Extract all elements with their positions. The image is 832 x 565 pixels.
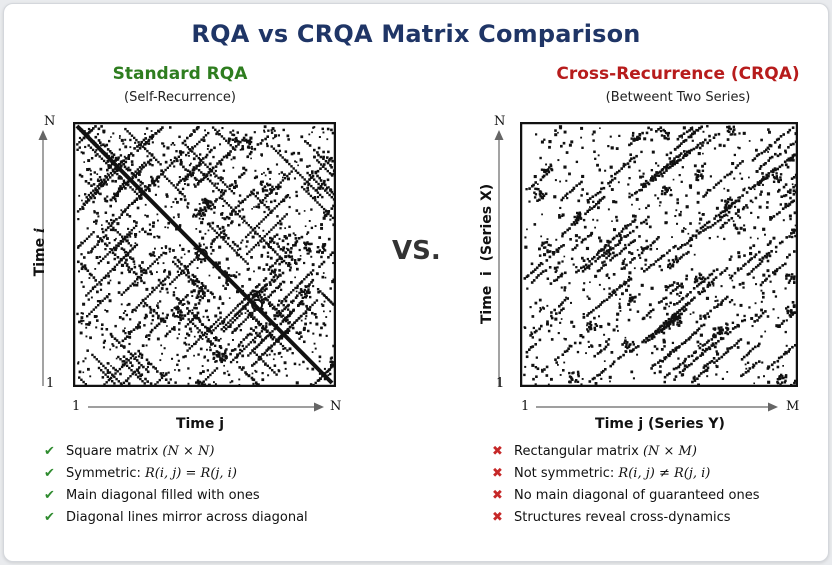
crqa-feature-item: ✖ Structures reveal cross-dynamics bbox=[492, 507, 760, 529]
standard-y-axis-var: i bbox=[32, 227, 48, 234]
check-icon: ✔ bbox=[44, 466, 55, 481]
crqa-feature-list: ✖ Rectangular matrix (N × M) ✖ Not symmetr… bbox=[492, 441, 760, 529]
x-icon: ✖ bbox=[492, 488, 503, 503]
standard-x-axis-arrow bbox=[88, 402, 324, 412]
standard-rqa-subtitle: (Self-Recurrence) bbox=[124, 90, 236, 105]
crqa-y-axis-arrow bbox=[494, 130, 504, 386]
check-icon: ✔ bbox=[44, 488, 55, 503]
standard-y-bottom-label: 1 bbox=[46, 376, 55, 391]
standard-feature-item: ✔ Symmetric: R(i, j) = R(j, i) bbox=[44, 463, 308, 485]
check-icon: ✔ bbox=[44, 444, 55, 459]
crqa-title: Cross-Recurrence (CRQA) bbox=[556, 64, 800, 84]
x-circle-icon: ✖ bbox=[492, 444, 503, 459]
crqa-feature-item: ✖ Rectangular matrix (N × M) bbox=[492, 441, 760, 463]
standard-feature-item: ✔ Diagonal lines mirror across diagonal bbox=[44, 507, 308, 529]
crqa-y-bottom-label: 1 bbox=[496, 376, 505, 391]
figure-title: RQA vs CRQA Matrix Comparison bbox=[191, 20, 641, 48]
x-circle-icon: ✖ bbox=[492, 466, 503, 481]
standard-rqa-title: Standard RQA bbox=[112, 64, 248, 84]
vs-label: VS. bbox=[392, 236, 441, 266]
standard-y-axis-name: Time i bbox=[32, 202, 48, 302]
crqa-x-axis-name: Time j (Series Y) bbox=[595, 416, 725, 432]
standard-y-axis-prefix: Time bbox=[32, 233, 48, 277]
standard-rqa-matrix bbox=[73, 122, 336, 387]
standard-y-top-label: N bbox=[44, 114, 56, 129]
crqa-feature-item: ✖ No main diagonal of guaranteed ones bbox=[492, 485, 760, 507]
x-icon: ✖ bbox=[492, 510, 503, 525]
crqa-matrix bbox=[520, 122, 798, 387]
standard-x-right-label: N bbox=[330, 399, 342, 414]
check-icon: ✔ bbox=[44, 510, 55, 525]
standard-feature-list: ✔ Square matrix (N × N) ✔ Symmetric: R(i, … bbox=[44, 441, 308, 529]
standard-feature-item: ✔ Main diagonal filled with ones bbox=[44, 485, 308, 507]
standard-x-axis-name: Time j bbox=[175, 416, 225, 432]
crqa-x-left-label: 1 bbox=[521, 399, 530, 414]
crqa-subtitle: (Betweent Two Series) bbox=[605, 90, 751, 105]
crqa-feature-item: ✖ Not symmetric: R(i, j) ≠ R(j, i) bbox=[492, 463, 760, 485]
crqa-y-top-label: N bbox=[494, 114, 506, 129]
crqa-y-axis-name: Time i (Series X) bbox=[479, 183, 495, 325]
standard-x-left-label: 1 bbox=[72, 399, 81, 414]
standard-y-axis-arrow bbox=[38, 130, 48, 386]
crqa-x-right-label: M bbox=[786, 399, 800, 414]
crqa-x-axis-arrow bbox=[536, 402, 778, 412]
standard-feature-item: ✔ Square matrix (N × N) bbox=[44, 441, 308, 463]
